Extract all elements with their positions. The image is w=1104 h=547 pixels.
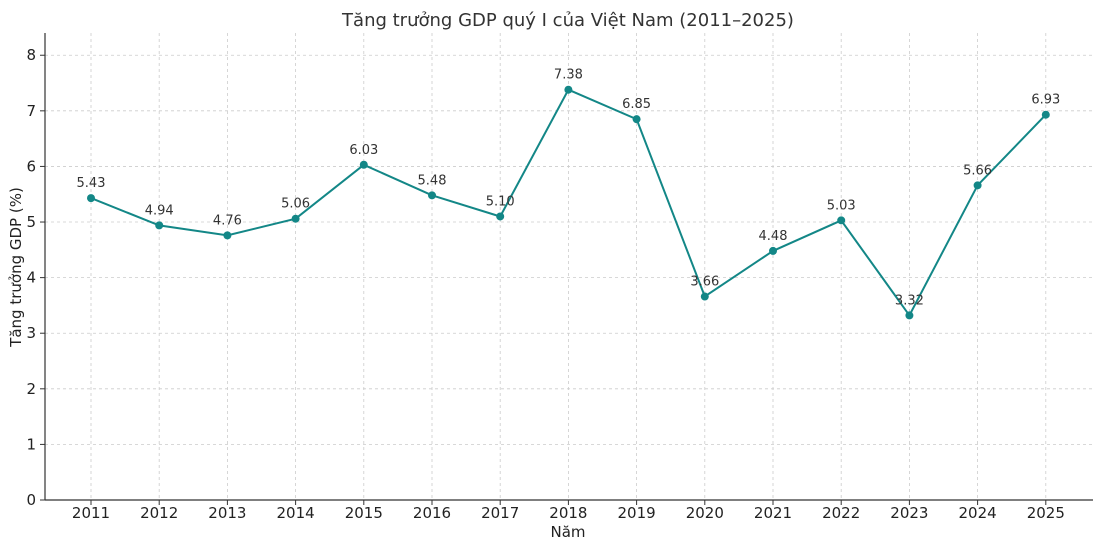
data-point-2020 <box>700 292 709 301</box>
data-point-2024 <box>973 181 982 190</box>
data-labels: 5.43 4.94 4.76 5.06 6.03 5.48 5.10 7.38 6.85 3.66… <box>77 68 1061 309</box>
x-tick-label: 2019 <box>618 504 656 522</box>
data-point-2022 <box>837 216 846 225</box>
x-tick-label: 2012 <box>140 504 178 522</box>
data-label-2024: 5.66 <box>963 163 992 178</box>
y-tick-label: 3 <box>26 324 36 342</box>
data-label-2021: 4.48 <box>759 229 788 244</box>
gridlines <box>45 33 1093 501</box>
y-tick-label: 1 <box>26 435 36 453</box>
y-axis-title: Tăng trưởng GDP (%) <box>7 187 25 348</box>
data-label-2018: 7.38 <box>554 68 583 83</box>
x-tick-label: 2022 <box>822 504 860 522</box>
data-point-2016 <box>428 191 436 200</box>
data-point-2025 <box>1041 110 1050 119</box>
data-label-2014: 5.06 <box>281 197 310 212</box>
y-tick-label: 7 <box>26 102 36 120</box>
x-tick-label: 2018 <box>549 504 587 522</box>
x-tick-label: 2025 <box>1027 504 1065 522</box>
x-tick-label: 2023 <box>890 504 928 522</box>
data-label-2017: 5.10 <box>486 194 515 209</box>
data-label-2025: 6.93 <box>1031 93 1060 108</box>
data-label-2015: 6.03 <box>349 143 378 158</box>
x-tick-label: 2017 <box>481 504 519 522</box>
data-label-2016: 5.48 <box>418 173 447 188</box>
data-point-2013 <box>223 231 232 240</box>
data-label-2020: 3.66 <box>690 275 719 290</box>
x-ticks: 2011 2012 2013 2014 2015 2016 2017 2018 2019 2020… <box>72 500 1065 522</box>
data-point-2015 <box>359 160 368 169</box>
data-label-2011: 5.43 <box>77 176 106 191</box>
y-tick-label: 8 <box>26 46 36 64</box>
data-point-2014 <box>291 214 300 223</box>
y-tick-label: 0 <box>26 491 36 509</box>
data-point-2017 <box>496 212 505 221</box>
data-point-2011 <box>87 194 95 203</box>
y-tick-label: 2 <box>26 380 36 398</box>
data-label-2019: 6.85 <box>622 97 651 112</box>
data-point-2019 <box>632 115 641 124</box>
data-label-2023: 3.32 <box>895 293 924 308</box>
x-tick-label: 2015 <box>345 504 383 522</box>
data-label-2013: 4.76 <box>213 213 242 228</box>
data-point-2012 <box>155 221 164 230</box>
x-tick-label: 2020 <box>686 504 724 522</box>
data-point-2018 <box>564 85 573 94</box>
data-label-2012: 4.94 <box>145 203 174 218</box>
x-tick-label: 2016 <box>413 504 451 522</box>
x-tick-label: 2014 <box>277 504 315 522</box>
data-point-2021 <box>769 246 777 255</box>
x-tick-label: 2011 <box>72 504 110 522</box>
x-axis-title: Năm <box>550 523 585 541</box>
y-ticks: 0 1 2 3 4 5 6 7 8 <box>26 46 45 509</box>
data-points <box>87 85 1050 320</box>
y-tick-label: 6 <box>26 157 36 175</box>
x-tick-label: 2013 <box>208 504 246 522</box>
y-tick-label: 5 <box>26 213 36 231</box>
x-tick-label: 2024 <box>959 504 997 522</box>
data-point-2023 <box>905 311 914 320</box>
data-label-2022: 5.03 <box>827 198 856 213</box>
y-tick-label: 4 <box>26 269 36 287</box>
chart-title: Tăng trưởng GDP quý I của Việt Nam (2011… <box>341 10 794 31</box>
x-tick-label: 2021 <box>754 504 792 522</box>
